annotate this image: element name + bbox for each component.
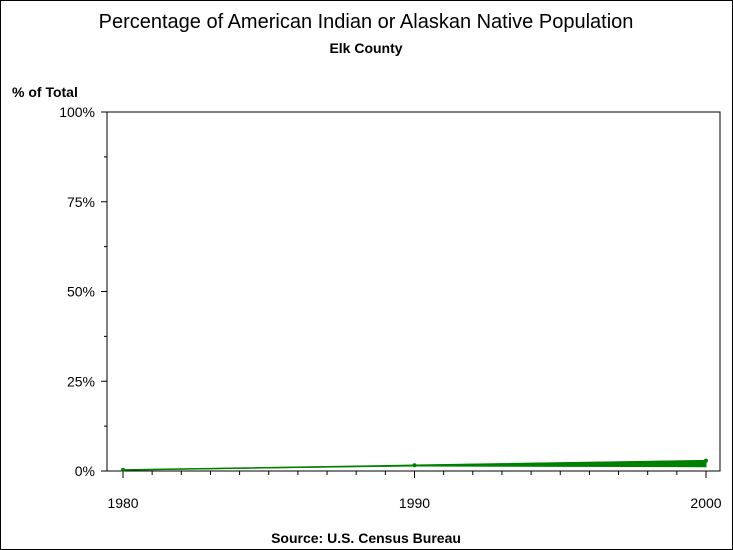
x-tick-label: 1990 [399, 495, 430, 511]
x-tick-label: 2000 [690, 495, 721, 511]
footnote: Source: U.S. Census Bureau [271, 530, 461, 546]
y-tick-label: 0% [75, 463, 95, 479]
data-point [121, 467, 125, 472]
y-tick-label: 75% [67, 194, 95, 210]
y-axis-label: % of Total [12, 84, 78, 100]
chart-subtitle: Elk County [329, 40, 402, 56]
plot-marks: 0% 25% 50% 75% 100% 1980 1990 2000 [59, 104, 722, 511]
y-tick-label: 100% [59, 104, 95, 120]
data-point [704, 458, 708, 463]
y-tick-label: 25% [67, 373, 95, 389]
plot-area [106, 111, 721, 472]
y-tick-label: 50% [67, 284, 95, 300]
chart-title: Percentage of American Indian or Alaskan… [99, 11, 634, 33]
x-tick-label: 1980 [107, 495, 138, 511]
data-point [412, 463, 417, 468]
